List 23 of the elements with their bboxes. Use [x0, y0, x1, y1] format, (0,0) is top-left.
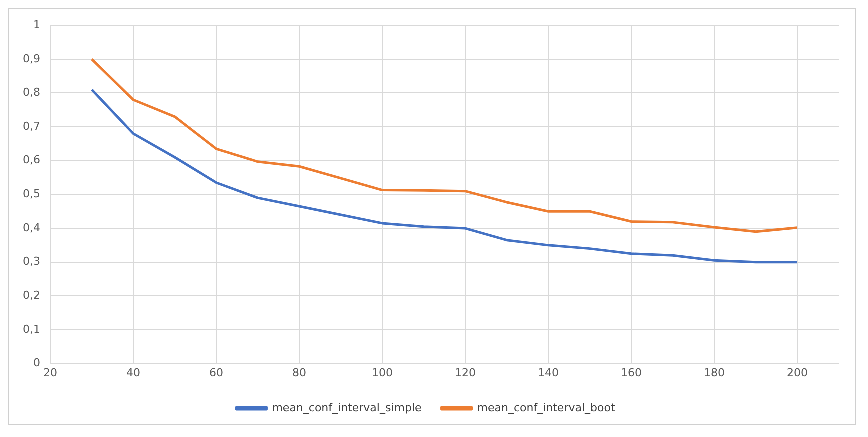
- legend-label: mean_conf_interval_simple: [272, 401, 422, 414]
- x-tick-label: 200: [787, 366, 808, 380]
- y-tick-label: 0,5: [22, 188, 40, 201]
- y-tick-label: 0,4: [22, 221, 40, 234]
- y-tick-label: 0,8: [22, 86, 40, 100]
- y-tick-label: 1: [33, 18, 40, 32]
- x-tick-label: 140: [538, 366, 559, 380]
- x-tick-label: 60: [209, 366, 224, 380]
- y-tick-label: 0,3: [22, 255, 40, 268]
- y-tick-label: 0,6: [22, 154, 40, 167]
- y-tick-label: 0,1: [22, 322, 40, 336]
- y-tick-label: 0,2: [22, 289, 40, 302]
- x-tick-label: 80: [292, 366, 306, 380]
- x-tick-label: 180: [704, 366, 725, 380]
- x-tick-label: 20: [43, 366, 58, 380]
- x-tick-label: 100: [372, 366, 393, 380]
- y-tick-label: 0: [33, 356, 40, 370]
- y-tick-label: 0,9: [22, 52, 40, 66]
- y-tick-label: 0,7: [22, 120, 40, 133]
- x-tick-label: 160: [621, 366, 642, 380]
- x-tick-label: 40: [126, 366, 140, 380]
- legend-label: mean_conf_interval_boot: [477, 401, 616, 414]
- x-tick-label: 120: [454, 366, 476, 380]
